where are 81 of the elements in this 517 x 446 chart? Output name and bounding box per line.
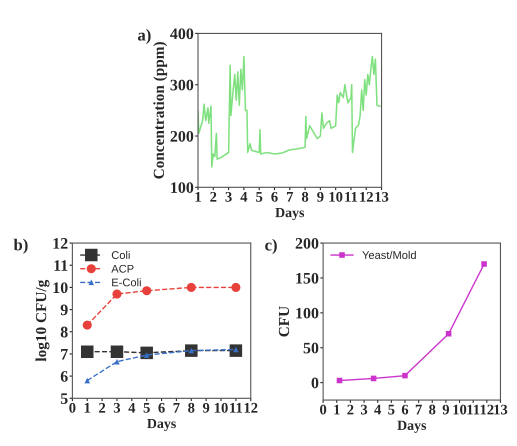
x-tick-label: 1 bbox=[196, 192, 201, 202]
y-tick-label: 12 bbox=[54, 238, 68, 249]
point bbox=[370, 376, 376, 382]
legend-label: ACP bbox=[111, 264, 134, 273]
chart-title: a) bbox=[138, 28, 151, 44]
y-tick-label: 100 bbox=[296, 308, 318, 319]
x-tick-label: 2 bbox=[210, 192, 216, 202]
x-tick-label: 2 bbox=[347, 404, 354, 414]
y-axis-title: Concentration (ppm) bbox=[153, 42, 168, 179]
x-tick-label: 6 bbox=[271, 192, 278, 202]
x-tick-label: 9 bbox=[442, 404, 450, 414]
x-tick-label: 10 bbox=[330, 192, 342, 202]
point bbox=[446, 331, 452, 337]
y-tick-label: 50 bbox=[304, 342, 318, 354]
y-tick-label: 200 bbox=[170, 130, 194, 142]
x-tick-label: 4 bbox=[240, 192, 248, 202]
y-tick-label: 7 bbox=[61, 349, 68, 360]
y-axis-title: CFU bbox=[278, 306, 290, 337]
x-tick-label: 11 bbox=[467, 404, 480, 414]
point bbox=[84, 378, 90, 384]
x-axis-title: Days bbox=[275, 208, 304, 220]
point bbox=[481, 261, 487, 267]
y-tick-label: 9 bbox=[60, 304, 68, 316]
point bbox=[142, 286, 152, 296]
chart-title: c) bbox=[265, 238, 277, 254]
point bbox=[186, 282, 196, 292]
x-tick-label: 6 bbox=[402, 404, 408, 414]
point bbox=[110, 345, 124, 358]
x-tick-label: 4 bbox=[128, 402, 136, 413]
point bbox=[112, 290, 122, 299]
y-tick-label: 100 bbox=[171, 182, 194, 194]
x-tick-label: 2 bbox=[99, 402, 106, 413]
x-tick-label: 3 bbox=[226, 192, 232, 202]
x-tick-label: 8 bbox=[429, 404, 436, 414]
x-tick-label: 7 bbox=[416, 404, 422, 414]
x-tick-label: 1 bbox=[334, 404, 340, 414]
x-tick-label: 7 bbox=[286, 192, 294, 202]
x-axis-title: Days bbox=[397, 420, 426, 433]
x-tick-label: 13 bbox=[494, 404, 508, 414]
x-tick-label: 0 bbox=[69, 402, 76, 413]
x-tick-label: 6 bbox=[158, 402, 165, 413]
x-tick-label: 9 bbox=[202, 402, 210, 413]
x-tick-label: 12 bbox=[360, 192, 373, 202]
point bbox=[231, 282, 240, 292]
legend-label: Coli bbox=[112, 250, 130, 260]
chart-title: b) bbox=[14, 238, 28, 254]
point bbox=[114, 358, 120, 364]
x-tick-label: 5 bbox=[144, 403, 150, 413]
y-tick-label: 150 bbox=[296, 272, 318, 284]
x-tick-label: 5 bbox=[388, 404, 394, 414]
y-tick-label: 11 bbox=[54, 260, 68, 271]
y-tick-label: 200 bbox=[296, 238, 318, 249]
y-tick-label: 400 bbox=[170, 28, 194, 40]
y-tick-label: 10 bbox=[54, 282, 68, 294]
point bbox=[402, 372, 408, 378]
x-tick-label: 5 bbox=[256, 192, 262, 202]
x-axis-title: Days bbox=[147, 418, 176, 432]
line-series bbox=[198, 56, 381, 168]
x-tick-label: 4 bbox=[374, 404, 382, 414]
x-tick-label: 0 bbox=[320, 404, 326, 414]
x-tick-label: 1 bbox=[84, 402, 90, 413]
x-tick-label: 3 bbox=[360, 404, 368, 414]
y-tick-label: 6 bbox=[60, 371, 68, 382]
x-tick-label: 11 bbox=[230, 402, 242, 413]
x-tick-label: 11 bbox=[345, 192, 358, 202]
legend-label: Yeast/Mold bbox=[362, 250, 416, 260]
y-axis-title: log10 CFU/g bbox=[35, 280, 50, 362]
x-tick-label: 10 bbox=[453, 404, 466, 414]
x-tick-label: 13 bbox=[375, 192, 388, 202]
y-tick-label: 5 bbox=[60, 393, 68, 404]
y-tick-label: 8 bbox=[60, 326, 68, 338]
point bbox=[80, 345, 94, 358]
x-tick-label: 12 bbox=[244, 402, 258, 413]
y-tick-label: 0 bbox=[312, 378, 318, 388]
x-tick-label: 10 bbox=[214, 402, 228, 413]
y-tick-label: 300 bbox=[170, 80, 194, 90]
x-tick-label: 3 bbox=[114, 402, 120, 413]
x-tick-label: 12 bbox=[480, 404, 494, 414]
point bbox=[336, 378, 342, 384]
point bbox=[82, 320, 92, 330]
legend-label: E-Coli bbox=[112, 278, 141, 286]
